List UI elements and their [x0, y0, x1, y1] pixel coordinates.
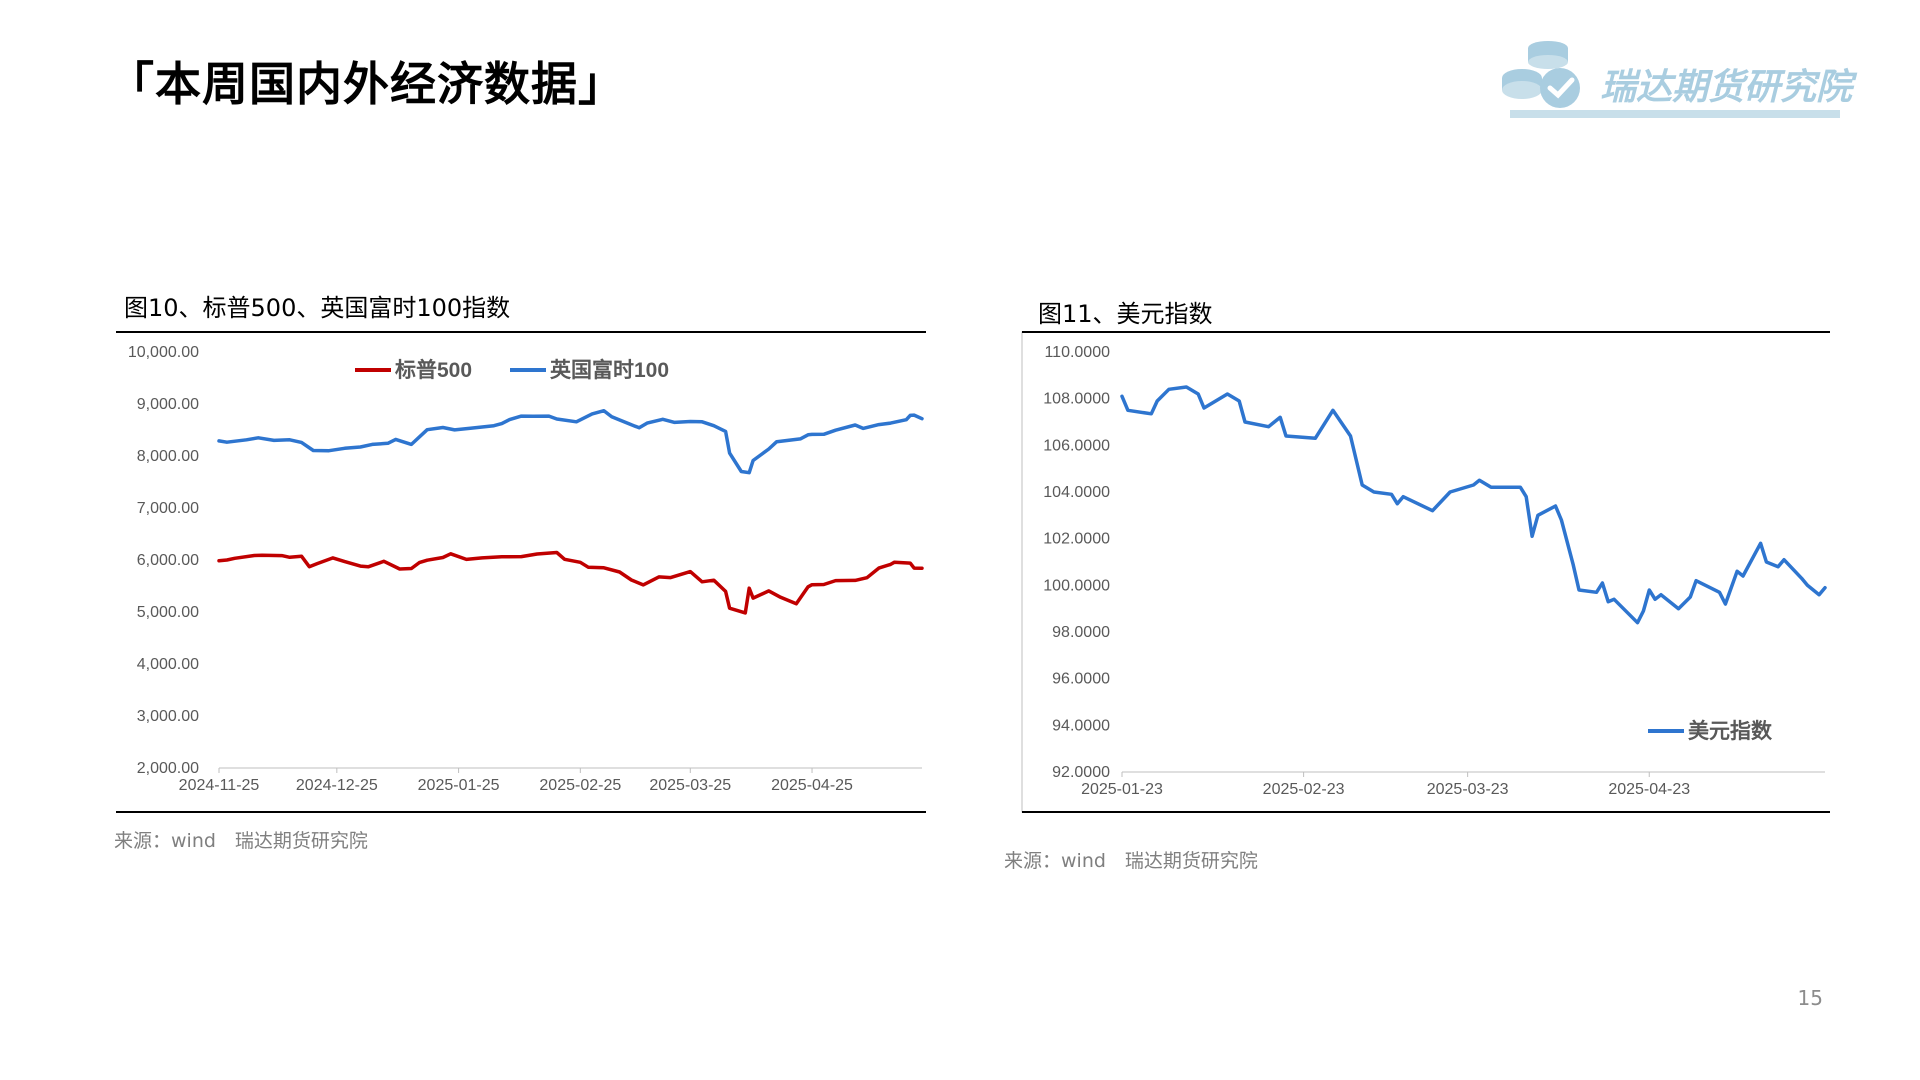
chart2-y-tick-label: 98.0000: [1052, 624, 1110, 641]
chart2-y-tick-label: 94.0000: [1052, 717, 1110, 734]
chart1-series-line-1: [217, 408, 924, 475]
chart2-y-tick-label: 110.0000: [1044, 344, 1110, 361]
chart2-y-tick-label: 104.0000: [1043, 484, 1110, 501]
chart2-y-tick-label: 108.0000: [1043, 391, 1110, 408]
chart2-legend-label-0: 美元指数: [1688, 719, 1773, 743]
chart1-x-tick-label: 2024-12-25: [296, 777, 378, 794]
chart1-y-tick-label: 2,000.00: [137, 760, 199, 777]
chart1-y-tick-label: 3,000.00: [137, 708, 199, 725]
chart1-x-tick-label: 2025-04-25: [771, 777, 853, 794]
company-logo: 瑞达期货研究院: [1500, 38, 1852, 122]
page-number: 15: [1797, 986, 1823, 1010]
chart1-series-line-0: [217, 550, 924, 615]
chart2-y-tick-label: 100.0000: [1043, 577, 1110, 594]
chart1-source: 来源：wind 瑞达期货研究院: [114, 830, 368, 852]
chart2-series-line-0: [1120, 385, 1827, 625]
coins-logo-icon: [1502, 41, 1580, 108]
chart2-x-tick-label: 2025-01-23: [1081, 781, 1163, 798]
chart1-title: 图10、标普500、英国富时100指数: [124, 294, 511, 322]
chart1-y-tick-label: 9,000.00: [137, 396, 199, 413]
chart1-x-tick-label: 2025-02-25: [539, 777, 621, 794]
logo-underline: [1510, 110, 1840, 118]
chart1-y-tick-label: 8,000.00: [137, 448, 199, 465]
chart2-y-tick-label: 106.0000: [1043, 437, 1110, 454]
logo-text: 瑞达期货研究院: [1600, 67, 1853, 108]
chart1-y-tick-label: 7,000.00: [137, 500, 199, 517]
chart2-y-tick-label: 96.0000: [1052, 671, 1110, 688]
chart2-svg: 92.0000 94.0000 96.0000 98.0000 100.0000 102.…: [1021, 331, 1830, 813]
chart2-y-tick-label: 102.0000: [1043, 531, 1110, 548]
chart1-svg: 2,000.00 3,000.00 4,000.00 5,000.00 6,000.00…: [116, 331, 926, 813]
chart1-x-tick-label: 2025-01-25: [418, 777, 500, 794]
slide-title: 「本周国内外经济数据」: [108, 57, 625, 111]
chart2-title: 图11、美元指数: [1038, 300, 1213, 328]
chart2-source: 来源：wind 瑞达期货研究院: [1004, 850, 1258, 872]
chart1-y-tick-label: 5,000.00: [137, 604, 199, 621]
chart2-x-tick-label: 2025-03-23: [1427, 781, 1509, 798]
chart1-y-tick-label: 6,000.00: [137, 552, 199, 569]
chart2-x-tick-label: 2025-02-23: [1263, 781, 1345, 798]
chart1-legend-label-0: 标普500: [395, 358, 472, 382]
chart2-x-tick-label: 2025-04-23: [1608, 781, 1690, 798]
chart1-x-tick-label: 2024-11-25: [179, 777, 260, 794]
chart1-legend-label-1: 英国富时100: [550, 358, 669, 382]
chart2-y-tick-label: 92.0000: [1052, 764, 1110, 781]
chart1-y-tick-label: 10,000.00: [128, 344, 199, 361]
chart1-y-tick-label: 4,000.00: [137, 656, 199, 673]
chart1-x-tick-label: 2025-03-25: [649, 777, 731, 794]
